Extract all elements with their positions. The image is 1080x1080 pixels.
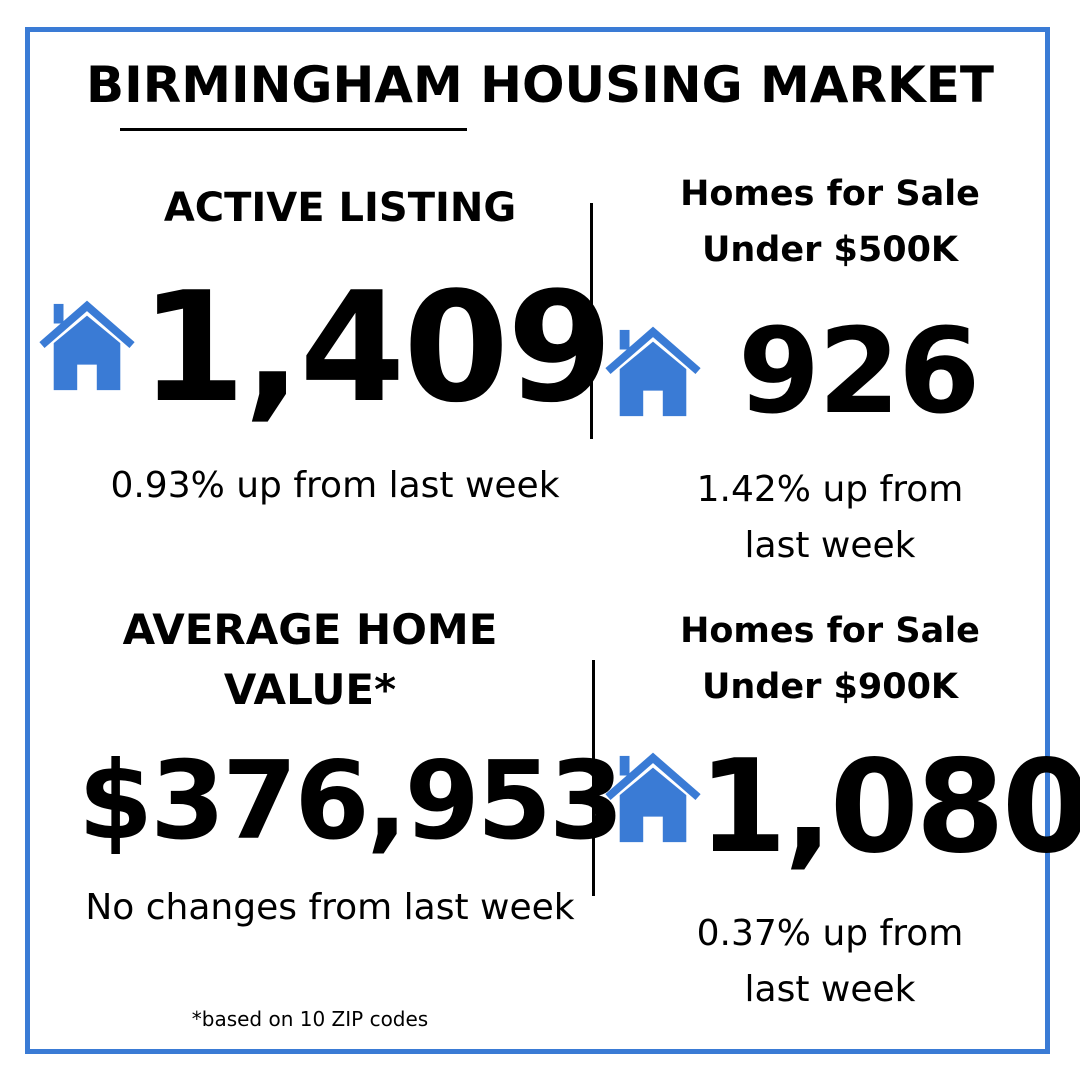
- average-home-value-heading: AVERAGE HOME VALUE*: [60, 600, 560, 720]
- house-icon: [39, 300, 135, 391]
- under-500k-change-line1: 1.42% up from: [696, 469, 964, 510]
- under-500k-heading-line1: Homes for Sale: [680, 174, 980, 214]
- average-home-value-heading-line1: AVERAGE HOME: [122, 605, 498, 654]
- under-500k-heading: Homes for Sale Under $500K: [610, 166, 1050, 278]
- under-900k-change-line2: last week: [744, 969, 916, 1010]
- under-900k-change-line1: 0.37% up from: [696, 913, 964, 954]
- under-900k-value: 1,080: [698, 733, 1080, 882]
- divider-top: [590, 203, 593, 439]
- title-underline: [120, 128, 467, 131]
- active-listing-change: 0.93% up from last week: [110, 465, 560, 506]
- under-500k-value: 926: [738, 302, 980, 440]
- under-500k-change-line2: last week: [744, 525, 916, 566]
- house-icon: [605, 752, 701, 843]
- average-home-value: $376,953: [78, 739, 624, 864]
- footnote: *based on 10 ZIP codes: [191, 1007, 429, 1031]
- under-500k-heading-line2: Under $500K: [701, 230, 959, 270]
- under-900k-change: 0.37% up from last week: [640, 906, 1020, 1018]
- house-icon: [605, 326, 701, 417]
- active-listing-heading: ACTIVE LISTING: [163, 185, 517, 231]
- page-title: BIRMINGHAM HOUSING MARKET: [86, 56, 994, 114]
- under-500k-change: 1.42% up from last week: [640, 462, 1020, 574]
- under-900k-heading-line1: Homes for Sale: [680, 611, 980, 651]
- card-frame: [25, 27, 1050, 1054]
- average-home-value-change: No changes from last week: [85, 887, 575, 928]
- under-900k-heading-line2: Under $900K: [701, 667, 959, 707]
- under-900k-heading: Homes for Sale Under $900K: [610, 603, 1050, 715]
- active-listing-value: 1,409: [140, 259, 613, 436]
- average-home-value-heading-line2: VALUE*: [223, 665, 397, 714]
- divider-bottom: [592, 660, 595, 896]
